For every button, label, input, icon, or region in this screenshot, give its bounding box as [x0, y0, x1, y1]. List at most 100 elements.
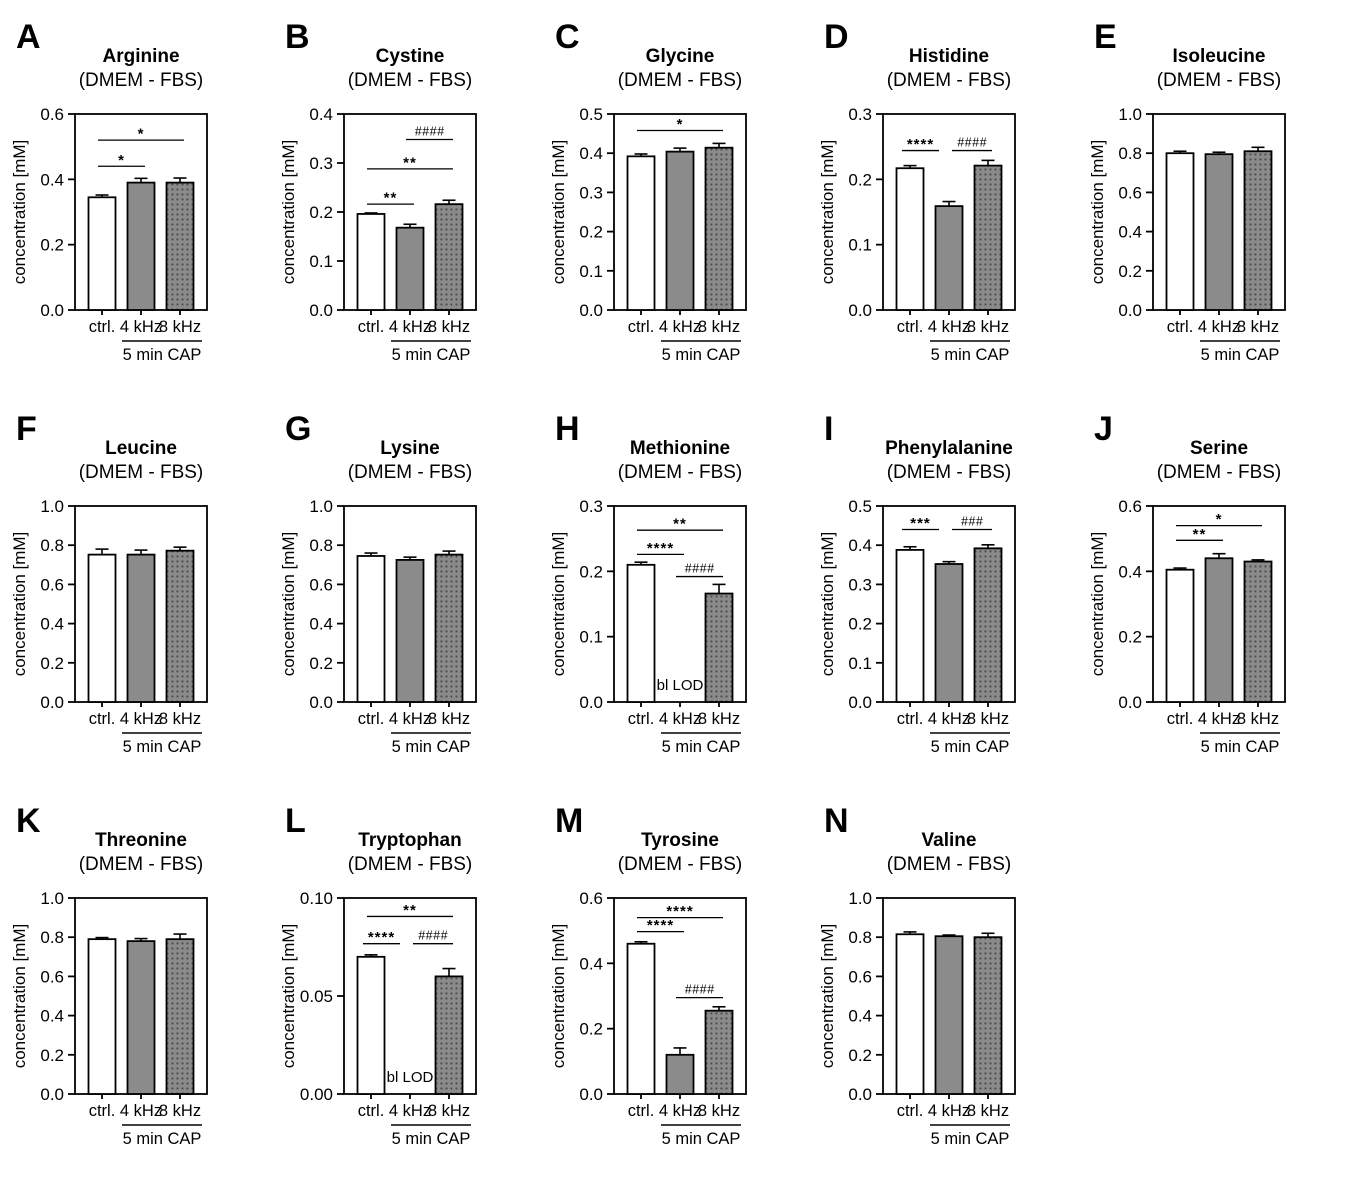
bar-chart-glycine: C Glycine (DMEM - FBS) concentration [mM] 0.…	[549, 18, 747, 364]
y-tick-label: 0.4	[40, 170, 64, 189]
y-tick-label: 0.4	[1118, 562, 1142, 581]
y-tick-label: 1.0	[40, 497, 64, 516]
x-tick-label: 8 kHz	[1236, 710, 1278, 728]
y-tick-label: 0.0	[849, 1085, 873, 1104]
x-tick-label: ctrl.	[627, 710, 654, 728]
panel-subtitle: (DMEM - FBS)	[618, 70, 743, 91]
group-label: 5 min CAP	[661, 738, 740, 756]
y-tick-label: 0.0	[310, 301, 334, 320]
y-tick-label: 0.2	[40, 654, 64, 673]
panel-subtitle: (DMEM - FBS)	[1156, 70, 1281, 91]
y-tick-label: 0.1	[849, 236, 873, 255]
y-tick-label: 0.4	[310, 615, 334, 634]
y-tick-label: 0.2	[40, 1046, 64, 1065]
y-tick-label: 1.0	[310, 497, 334, 516]
x-tick-label: 4 kHz	[928, 1102, 970, 1120]
bar-4khz	[934, 205, 964, 311]
panel-subtitle: (DMEM - FBS)	[79, 854, 204, 875]
y-axis-label: concentration [mM]	[818, 532, 837, 677]
y-tick-label: 0.0	[849, 301, 873, 320]
bar-4khz	[126, 940, 156, 1095]
panel-subtitle: (DMEM - FBS)	[618, 462, 743, 483]
panel-N: N Valine (DMEM - FBS) concentration [mM] 0.0…	[808, 786, 1077, 1178]
y-tick-label: 0.2	[1118, 262, 1142, 281]
y-tick-label: 0.2	[579, 562, 603, 581]
sig-label-star: **	[384, 190, 398, 207]
bar-4khz	[126, 553, 156, 703]
bar-8khz	[704, 146, 734, 311]
group-label: 5 min CAP	[931, 1130, 1010, 1148]
sig-label-star: ****	[907, 136, 934, 153]
bar-chart-cystine: B Cystine (DMEM - FBS) concentration [mM] 0.…	[279, 18, 478, 364]
panel-subtitle: (DMEM - FBS)	[79, 70, 204, 91]
x-tick-label: ctrl.	[1166, 318, 1193, 336]
y-tick-label: 0.8	[849, 928, 873, 947]
bar-8khz	[165, 181, 195, 311]
panel-A: A Arginine (DMEM - FBS) concentration [mM] 0…	[0, 2, 269, 394]
x-tick-label: 8 kHz	[1236, 318, 1278, 336]
y-tick-label: 0.0	[1118, 693, 1142, 712]
y-tick-label: 1.0	[849, 889, 873, 908]
y-tick-label: 0.6	[579, 889, 603, 908]
sig-label-star: ****	[647, 917, 674, 934]
y-tick-label: 0.4	[579, 144, 603, 163]
bar-4khz	[934, 563, 964, 703]
y-tick-label: 0.2	[849, 1046, 873, 1065]
sig-label-star: **	[404, 154, 418, 171]
y-axis-label: concentration [mM]	[549, 532, 568, 677]
bar-8khz	[434, 975, 464, 1095]
x-tick-label: 4 kHz	[120, 318, 162, 336]
bar-8khz	[704, 592, 734, 703]
bar-4khz	[126, 181, 156, 311]
bar-ctrl	[87, 553, 117, 703]
panel-letter: G	[285, 410, 311, 448]
y-tick-label: 0.3	[849, 575, 873, 594]
panel-letter: I	[824, 410, 833, 448]
bar-chart-leucine: F Leucine (DMEM - FBS) concentration [mM] 0.…	[10, 410, 208, 756]
y-tick-label: 0.4	[849, 1007, 873, 1026]
x-tick-label: ctrl.	[627, 318, 654, 336]
y-axis-label: concentration [mM]	[818, 140, 837, 285]
x-tick-label: 8 kHz	[698, 318, 740, 336]
bar-ctrl	[356, 555, 386, 703]
below-lod-label: bl LOD	[387, 1069, 434, 1086]
panel-subtitle: (DMEM - FBS)	[79, 462, 204, 483]
bar-4khz	[934, 935, 964, 1095]
y-axis-label: concentration [mM]	[279, 140, 298, 285]
x-tick-label: 8 kHz	[159, 1102, 201, 1120]
x-tick-label: 4 kHz	[389, 318, 431, 336]
y-axis-label: concentration [mM]	[279, 532, 298, 677]
x-tick-label: ctrl.	[897, 710, 924, 728]
y-tick-label: 0.6	[310, 575, 334, 594]
panel-title: Phenylalanine	[885, 438, 1013, 459]
panel-title: Tyrosine	[641, 830, 719, 851]
panel-J: J Serine (DMEM - FBS) concentration [mM] 0.0…	[1078, 394, 1347, 786]
sig-label-star: **	[404, 902, 418, 919]
panel-title: Arginine	[102, 46, 179, 67]
bar-chart-isoleucine: E Isoleucine (DMEM - FBS) concentration [mM…	[1088, 18, 1286, 364]
panel-K: K Threonine (DMEM - FBS) concentration [mM]…	[0, 786, 269, 1178]
sig-label-star: ***	[910, 515, 931, 532]
panel-subtitle: (DMEM - FBS)	[887, 462, 1012, 483]
x-tick-label: 8 kHz	[159, 710, 201, 728]
y-tick-label: 0.2	[310, 654, 334, 673]
x-tick-label: ctrl.	[89, 710, 116, 728]
group-label: 5 min CAP	[392, 346, 471, 364]
x-tick-label: 4 kHz	[659, 318, 701, 336]
y-axis-label: concentration [mM]	[1088, 140, 1107, 285]
y-tick-label: 0.2	[849, 170, 873, 189]
y-tick-label: 0.8	[40, 536, 64, 555]
panel-letter: K	[16, 802, 41, 840]
x-tick-label: 4 kHz	[659, 1102, 701, 1120]
bar-ctrl	[356, 213, 386, 311]
x-tick-label: ctrl.	[358, 318, 385, 336]
panel-title: Histidine	[909, 46, 989, 67]
panel-subtitle: (DMEM - FBS)	[887, 854, 1012, 875]
panel-F: F Leucine (DMEM - FBS) concentration [mM] 0.…	[0, 394, 269, 786]
bar-ctrl	[356, 955, 386, 1095]
y-tick-label: 0.4	[40, 1007, 64, 1026]
bar-4khz	[1204, 557, 1233, 703]
group-label: 5 min CAP	[661, 346, 740, 364]
x-tick-label: 4 kHz	[928, 318, 970, 336]
panel-D: D Histidine (DMEM - FBS) concentration [mM]…	[808, 2, 1077, 394]
